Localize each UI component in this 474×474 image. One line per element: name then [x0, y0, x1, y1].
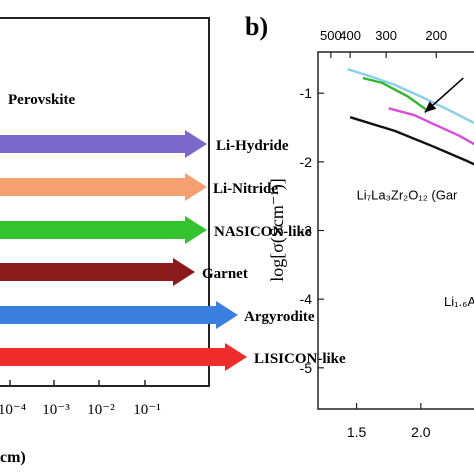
panel-a-x-axis-label: cm) — [0, 449, 26, 466]
panel-b-top-tick-label: 200 — [425, 28, 447, 43]
panel-b-pointer-arrow-head — [424, 101, 437, 113]
panel-b-y-tick-label: -2 — [300, 154, 313, 170]
panel-a: Perovskite Li-Hydride Li-Nitride NASICON-li… — [0, 17, 346, 466]
panel-b-y-tick-label: -3 — [300, 223, 313, 239]
panel-b-x-tick-label: 2.0 — [411, 424, 431, 440]
panel-b-y-tick-label: -1 — [300, 85, 313, 101]
panel-a-category-label: Li-Hydride — [216, 138, 289, 154]
panel-b-y-tick-label: -4 — [300, 291, 313, 307]
panel-b-series-line-4 — [349, 116, 474, 166]
panel-a-category-label: Perovskite — [8, 92, 76, 108]
panel-a-plot-frame — [0, 17, 210, 387]
panel-a-x-tick-label: 10⁻² — [87, 402, 115, 418]
panel-b-y-axis-label: log[σ(Scm⁻¹)] — [267, 178, 288, 282]
panel-a-arrow-argyrodite — [0, 301, 238, 329]
panel-a-category-label: LISICON-like — [254, 351, 346, 367]
panel-b-top-tick-label: 400 — [339, 28, 361, 43]
panel-a-arrow-li-hydride — [0, 130, 207, 158]
panel-b-label: b) — [245, 12, 268, 41]
panel-b-x-tick-label: 1.5 — [347, 424, 367, 440]
panel-a-category-label: Garnet — [202, 266, 248, 282]
panel-a-category-label: Li-Nitride — [213, 181, 278, 197]
panel-b-top-tick-label: 500 — [320, 28, 342, 43]
panel-a-x-tick-label: 10⁻¹ — [133, 402, 160, 418]
panel-a-x-tick-label: 10⁻⁴ — [0, 402, 26, 418]
panel-b-annotation: Li₇La₃Zr₂O₁₂ (Gar — [357, 188, 458, 203]
panel-b-annotation: Li₁.₆A — [444, 294, 474, 309]
panel-b-series-line-3 — [388, 107, 474, 146]
panel-b-series-line-2 — [362, 76, 428, 112]
panel-a-category-label: NASICON-like — [214, 224, 312, 240]
panel-a-x-tick-label: 10⁻³ — [42, 402, 70, 418]
panel-b-top-tick-label: 300 — [375, 28, 397, 43]
panel-b-series-line-1 — [347, 68, 474, 125]
panel-a-arrow-li-nitride — [0, 173, 207, 201]
panel-a-arrow-lisicon-like — [0, 343, 247, 371]
panel-a-arrow-nasicon-like — [0, 216, 207, 244]
panel-a-category-label: Argyrodite — [244, 309, 315, 325]
panel-b-y-tick-label: -5 — [300, 360, 313, 376]
panel-a-arrow-garnet — [0, 258, 195, 286]
